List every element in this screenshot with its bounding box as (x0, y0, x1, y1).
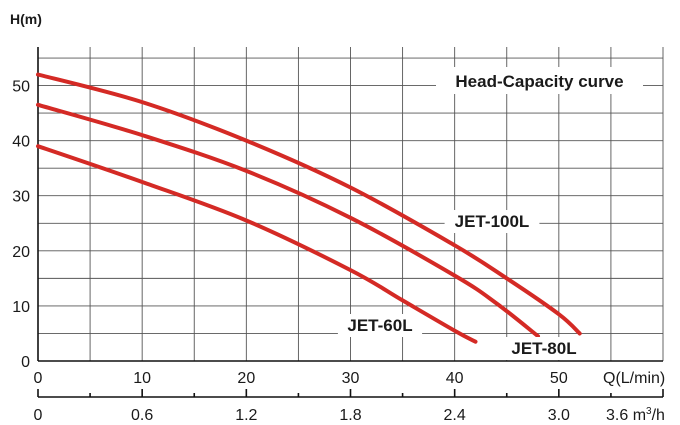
flow-axis-unit: 3.6 m3/h (606, 406, 665, 424)
y-tick-label: 40 (12, 134, 30, 151)
y-tick-label: 20 (12, 244, 30, 261)
axes (37, 47, 664, 398)
y-tick-label: 0 (21, 354, 30, 371)
series-line-jet-80l (36, 102, 540, 339)
y-tick-label: 10 (12, 299, 30, 316)
x-tick-label: 20 (237, 370, 255, 387)
flow-tick-label: 3.0 (548, 407, 570, 424)
series-label-background (501, 337, 587, 360)
series-label-background (444, 210, 540, 233)
y-tick-label: 30 (12, 189, 30, 206)
flow-tick-label: 1.8 (339, 407, 361, 424)
series-label-jet-60l: JET-60L (347, 316, 412, 335)
series-label-jet-100l: JET-100L (455, 212, 530, 231)
x-tick-label: 40 (446, 370, 464, 387)
x-tick-label: 50 (550, 370, 568, 387)
title-background (436, 67, 643, 94)
y-tick-label: 50 (12, 79, 30, 96)
series-label-jet-80l: JET-80L (511, 339, 576, 358)
series-line-jet-100l (36, 72, 582, 336)
flow-tick-label: 0 (34, 407, 43, 424)
y-axis-label: H(m) (10, 11, 42, 27)
x-tick-label: 0 (34, 370, 43, 387)
grid (38, 47, 664, 361)
x-tick-label: 30 (342, 370, 360, 387)
flow-tick-label: 1.2 (235, 407, 257, 424)
flow-tick-label: 0.6 (131, 407, 153, 424)
series-label-background (337, 314, 423, 337)
series-line-jet-60l (36, 144, 478, 344)
x-tick-label: 10 (133, 370, 151, 387)
tick-labels: 0 10 20 30 40 50 0 10 20 30 40 50 0 0.6 1.2 1.8 2.4 3.0 (12, 79, 570, 424)
chart-title: Head-Capacity curve (455, 72, 623, 91)
x-axis-label: Q(L/min) (603, 370, 665, 387)
series-labels: JET-100L JET-80L JET-60L (337, 210, 587, 360)
series-lines (36, 72, 582, 344)
flow-tick-label: 2.4 (444, 407, 466, 424)
